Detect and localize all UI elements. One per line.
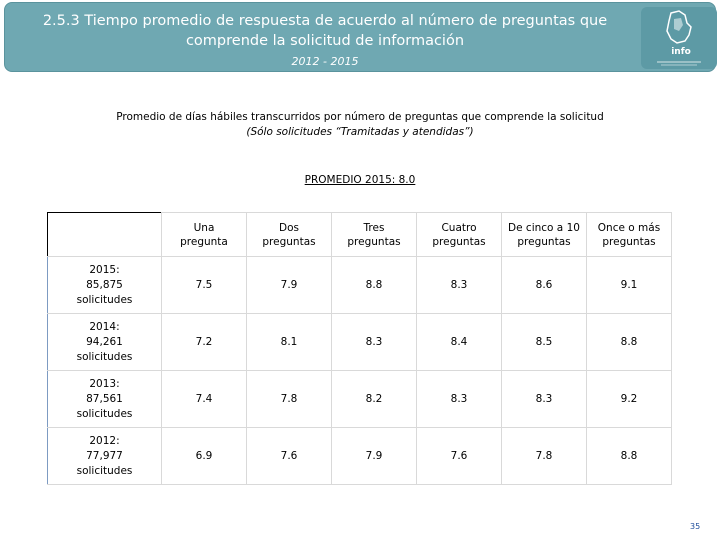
row-label-line: 77,977	[86, 449, 123, 462]
row-label: 2013: 87,561 solicitudes	[47, 370, 162, 428]
column-header: Una pregunta	[161, 212, 247, 257]
row-label-line: 85,875	[86, 278, 123, 291]
column-header-line: pregunta	[180, 235, 228, 248]
value-cell: 7.8	[246, 370, 332, 428]
title-line-1: 2.5.3 Tiempo promedio de respuesta de ac…	[42, 13, 608, 29]
column-header-line: Cuatro	[441, 221, 477, 234]
column-header: Once o más preguntas	[586, 212, 672, 257]
row-label-line: 87,561	[86, 392, 123, 405]
table-row: 2013: 87,561 solicitudes 7.4 7.8 8.2 8.3 8.3 9.2	[47, 370, 672, 428]
value-cell: 7.6	[416, 427, 502, 485]
row-label-line: 2012:	[89, 434, 120, 447]
column-header: Tres preguntas	[331, 212, 417, 257]
subtitle-line-1: Promedio de días hábiles transcurridos p…	[116, 111, 604, 123]
row-label-line: 2014:	[89, 320, 120, 333]
value-cell: 8.4	[416, 313, 502, 371]
value-cell: 8.8	[331, 256, 417, 314]
row-label-line: 2013:	[89, 377, 120, 390]
subtitle-line-2: (Sólo solicitudes “Tramitadas y atendida…	[246, 126, 474, 138]
value-cell: 8.5	[501, 313, 587, 371]
value-cell: 8.3	[331, 313, 417, 371]
value-cell: 7.5	[161, 256, 247, 314]
value-cell: 9.2	[586, 370, 672, 428]
column-header-line: Once o más	[597, 221, 661, 234]
value-cell: 7.4	[161, 370, 247, 428]
column-header-line: Dos	[279, 221, 299, 234]
header-row: Una pregunta Dos preguntas Tres preguntas Cuat…	[47, 212, 672, 257]
column-header-line: Una	[193, 221, 215, 234]
value-cell: 7.9	[331, 427, 417, 485]
column-header-line: Tres	[363, 221, 385, 234]
row-label-line: solicitudes	[76, 350, 133, 363]
response-time-table: Una pregunta Dos preguntas Tres preguntas Cuat…	[47, 212, 672, 485]
info-logo: info	[641, 7, 717, 69]
value-cell: 9.1	[586, 256, 672, 314]
page-title: 2.5.3 Tiempo promedio de respuesta de ac…	[25, 11, 625, 51]
value-cell: 6.9	[161, 427, 247, 485]
row-label: 2012: 77,977 solicitudes	[47, 427, 162, 485]
column-header: Dos preguntas	[246, 212, 332, 257]
row-label-line: solicitudes	[76, 293, 133, 306]
column-header-line: De cinco a 10	[508, 221, 580, 234]
row-label-line: solicitudes	[76, 407, 133, 420]
value-cell: 8.8	[586, 427, 672, 485]
value-cell: 8.6	[501, 256, 587, 314]
table-row: 2012: 77,977 solicitudes 6.9 7.6 7.9 7.6 7.8 8.8	[47, 427, 672, 485]
table-row: 2014: 94,261 solicitudes 7.2 8.1 8.3 8.4 8.5 8.8	[47, 313, 672, 371]
title-line-2: comprende la solicitud de información	[185, 33, 465, 49]
value-cell: 7.9	[246, 256, 332, 314]
row-label-line: 94,261	[86, 335, 123, 348]
column-header: De cinco a 10 preguntas	[501, 212, 587, 257]
table-row: 2015: 85,875 solicitudes 7.5 7.9 8.8 8.3 8.6 9.1	[47, 256, 672, 314]
row-label-line: 2015:	[89, 263, 120, 276]
logo-text: info	[671, 47, 691, 57]
corner-cell	[47, 212, 162, 257]
year-range: 2012 - 2015	[291, 55, 359, 68]
header-banner: 2.5.3 Tiempo promedio de respuesta de ac…	[4, 2, 717, 72]
row-label: 2014: 94,261 solicitudes	[47, 313, 162, 371]
value-cell: 8.3	[416, 256, 502, 314]
value-cell: 8.1	[246, 313, 332, 371]
column-header-line: preguntas	[517, 235, 571, 248]
value-cell: 8.8	[586, 313, 672, 371]
table-subtitle: Promedio de días hábiles transcurridos p…	[60, 110, 660, 140]
value-cell: 8.2	[331, 370, 417, 428]
value-cell: 8.3	[416, 370, 502, 428]
column-header-line: preguntas	[602, 235, 656, 248]
page-number: 35	[690, 522, 701, 531]
row-label: 2015: 85,875 solicitudes	[47, 256, 162, 314]
column-header-line: preguntas	[432, 235, 486, 248]
value-cell: 8.3	[501, 370, 587, 428]
value-cell: 7.8	[501, 427, 587, 485]
column-header-line: preguntas	[262, 235, 316, 248]
value-cell: 7.6	[246, 427, 332, 485]
average-label: PROMEDIO 2015: 8.0	[304, 174, 416, 186]
column-header-line: preguntas	[347, 235, 401, 248]
column-header: Cuatro preguntas	[416, 212, 502, 257]
city-map-icon	[657, 10, 701, 66]
value-cell: 7.2	[161, 313, 247, 371]
row-label-line: solicitudes	[76, 464, 133, 477]
